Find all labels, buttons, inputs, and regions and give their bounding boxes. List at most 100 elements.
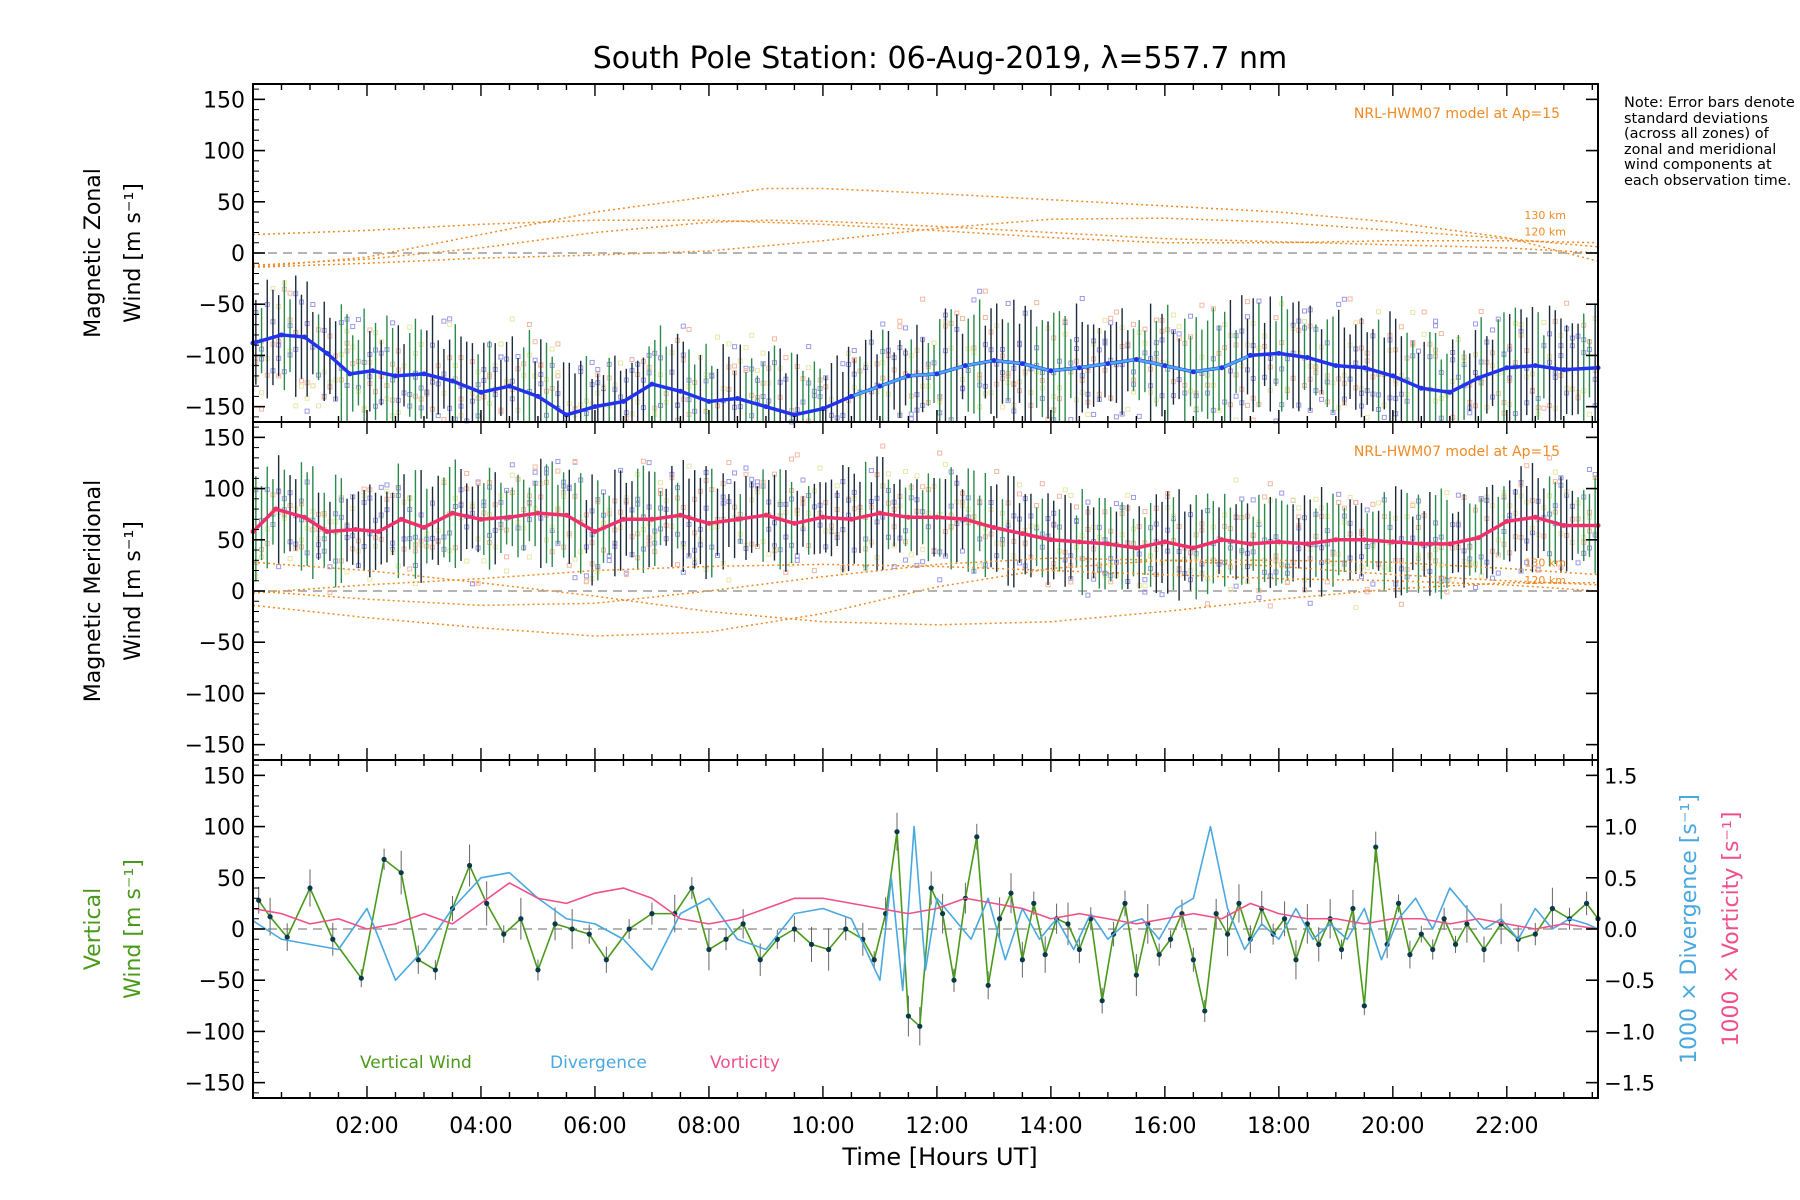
zone-point (726, 341, 732, 347)
x-tick-label: 04:00 (449, 1114, 512, 1139)
vertical-point (1316, 941, 1322, 947)
zone-point (732, 363, 738, 369)
vertical-point (1584, 900, 1590, 906)
mean-point (1304, 541, 1310, 547)
zone-point (1227, 587, 1233, 593)
mean-point (763, 404, 769, 410)
zone-point (999, 404, 1005, 410)
zone-point (726, 460, 732, 466)
zone-point (595, 367, 601, 373)
zone-point (749, 476, 755, 482)
y-axis-label-vertical: Vertical Wind [m s⁻¹] (81, 859, 146, 999)
vertical-point (586, 931, 592, 937)
mean-point (535, 393, 541, 399)
zone-point (806, 365, 812, 371)
mean-point (478, 389, 484, 395)
vertical-point (689, 885, 695, 891)
zone-point (1541, 405, 1547, 411)
zone-point (960, 548, 966, 554)
zone-point (327, 564, 333, 570)
zone-point (903, 468, 909, 474)
y-axis-label-meridional: Magnetic Meridional Wind [m s⁻¹] (81, 480, 146, 702)
zone-point (310, 383, 316, 389)
zone-point (903, 557, 909, 563)
zone-point (794, 557, 800, 563)
zone-point (675, 562, 681, 568)
zone-point (441, 318, 447, 324)
zone-point (1450, 576, 1456, 582)
zone-point (1108, 320, 1114, 326)
errorbar-note: Note: Error bars denote standard deviati… (1624, 95, 1795, 189)
zone-point (657, 480, 663, 486)
mean-point (1276, 350, 1282, 356)
mean-point (991, 358, 997, 364)
zone-point (1273, 315, 1279, 321)
vertical-point (996, 916, 1003, 922)
mean-point (563, 412, 569, 418)
zone-point (447, 321, 453, 327)
mean-point (1475, 535, 1481, 541)
zone-point (1524, 463, 1530, 469)
zone-point (1433, 318, 1439, 324)
zone-point (908, 411, 914, 417)
zone-point (1478, 573, 1484, 579)
y-tick-label: 150 (203, 764, 245, 789)
vertical-point (535, 967, 541, 973)
vertical-point (398, 870, 404, 876)
mean-point (1333, 363, 1339, 369)
y2-tick-label: 1.5 (1604, 764, 1637, 788)
mean-point (506, 383, 512, 389)
model-line (252, 219, 1599, 267)
mean-point (791, 412, 797, 418)
zone-point (1438, 331, 1444, 337)
zone-point (749, 332, 755, 338)
vertical-point (1065, 921, 1071, 927)
zone-point (1199, 302, 1205, 308)
zone-point (441, 417, 447, 423)
x-tick-label: 08:00 (677, 1114, 740, 1139)
zone-point (475, 479, 481, 485)
zone-point (880, 443, 886, 449)
y-tick-label: −50 (199, 631, 245, 656)
zone-point (1433, 323, 1439, 329)
zone-point (994, 468, 1000, 474)
zone-point (1091, 411, 1097, 417)
mean-point (449, 510, 455, 516)
vertical-point (1133, 972, 1139, 978)
zone-point (367, 576, 373, 582)
zone-point (623, 571, 629, 577)
mean-point (324, 529, 330, 535)
vertical-point (939, 911, 946, 917)
zone-point (1575, 560, 1581, 566)
zone-point (982, 314, 988, 320)
zone-point (1085, 412, 1091, 418)
mean-point (763, 512, 769, 518)
vertical-point (501, 931, 507, 937)
zone-point (1421, 309, 1427, 315)
zone-point (1017, 491, 1023, 497)
zone-point (1336, 491, 1342, 497)
zone-point (806, 344, 812, 350)
zone-point (1336, 499, 1342, 505)
mean-point (734, 395, 740, 401)
mean-point (1561, 522, 1567, 528)
y2-tick-label: −1.5 (1604, 1072, 1655, 1096)
vertical-point (1042, 952, 1048, 958)
x-tick-label: 14:00 (1019, 1114, 1082, 1139)
zone-point (1495, 570, 1501, 576)
vertical-point (1338, 946, 1345, 953)
vertical-point (1224, 931, 1231, 937)
chart-title: South Pole Station: 06-Aug-2019, λ=557.7… (593, 41, 1287, 76)
zone-point (766, 551, 772, 557)
panel-meridional: NRL-HWM07 model at Ap=15 130 km 120 km −150… (81, 421, 1601, 761)
zone-point (1245, 314, 1251, 320)
vertical-point (1213, 911, 1219, 917)
vertical-point (1156, 952, 1162, 958)
mean-point (1019, 531, 1025, 537)
zone-point (891, 564, 897, 570)
mean-point (1447, 389, 1453, 395)
y-tick-label: 0 (231, 580, 245, 605)
zone-point (834, 483, 840, 489)
zone-point (743, 471, 749, 477)
zone-point (555, 459, 561, 465)
